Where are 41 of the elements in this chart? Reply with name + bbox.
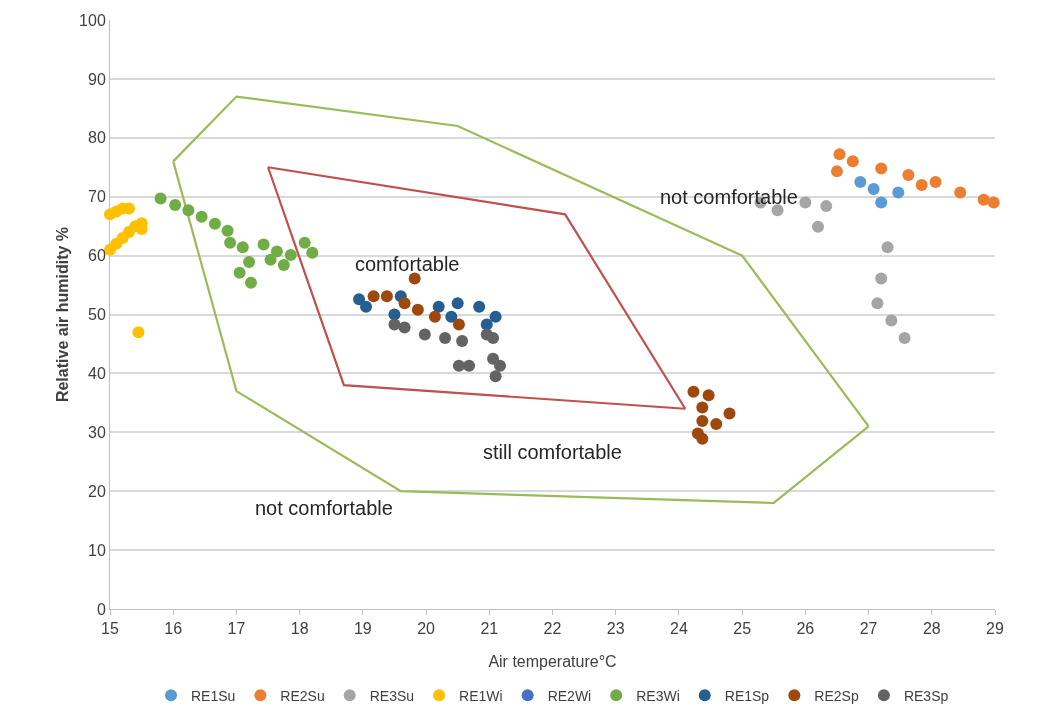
annotation: not comfortable: [660, 186, 798, 208]
x-tick-label: 27: [859, 620, 878, 638]
x-tick-label: 24: [670, 620, 688, 638]
x-tick-label: 21: [480, 620, 499, 638]
annotation: not comfortable: [255, 497, 393, 519]
x-tick-label: 18: [290, 620, 309, 638]
y-tick-label: 90: [88, 70, 106, 88]
legend-label: RE3Wi: [636, 687, 680, 704]
y-tick-label: 10: [88, 541, 106, 559]
x-tick-label: 28: [922, 620, 941, 638]
y-axis-title: Relative air humidity %: [54, 226, 71, 403]
legend-label: RE3Su: [369, 687, 415, 704]
x-tick-label: 17: [227, 620, 246, 638]
legend-label: RE3Sp: [903, 687, 949, 704]
legend-label: RE2Su: [280, 687, 325, 704]
y-tick-label: 0: [96, 600, 106, 618]
x-tick-label: 29: [986, 620, 1004, 638]
x-tick-label: 25: [733, 620, 752, 638]
y-tick-label: 100: [79, 11, 106, 29]
x-tick-label: 23: [606, 620, 625, 638]
y-tick-label: 50: [88, 306, 106, 324]
x-tick-label: 20: [417, 620, 436, 638]
y-tick-label: 20: [88, 482, 106, 500]
legend-label: RE1Sp: [724, 687, 770, 704]
x-tick-label: 19: [353, 620, 372, 638]
legend-label: RE2Sp: [814, 687, 859, 704]
y-tick-label: 40: [88, 365, 106, 382]
y-tick-label: 60: [88, 247, 106, 265]
x-tick-label: 15: [101, 620, 119, 638]
legend-label: RE1Wi: [459, 687, 503, 704]
y-tick-label: 70: [88, 188, 106, 206]
y-tick-label: 30: [88, 423, 106, 441]
x-axis-title: Air temperature°C: [488, 653, 617, 670]
legend-label: RE1Su: [191, 687, 236, 704]
x-tick-label: 22: [543, 620, 562, 638]
x-tick-label: 26: [796, 620, 815, 638]
y-tick-label: 80: [88, 129, 106, 147]
legend-label: RE2Wi: [547, 687, 592, 704]
annotation: still comfortable: [483, 441, 622, 463]
x-tick-label: 16: [164, 620, 183, 638]
annotation: comfortable: [355, 253, 460, 275]
